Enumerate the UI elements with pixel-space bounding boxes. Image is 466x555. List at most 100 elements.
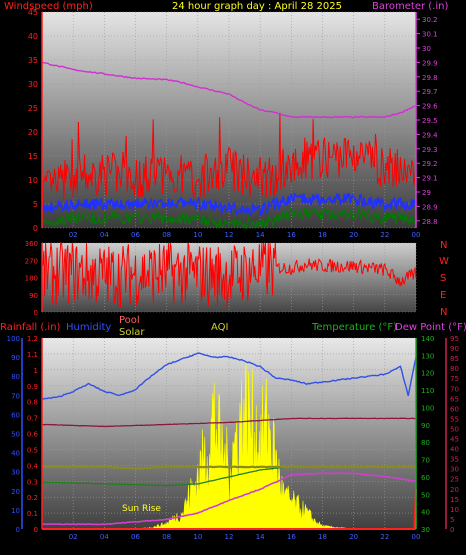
- baro-ytick-label: 29.3: [422, 146, 438, 154]
- dir-label-n1: N: [440, 240, 447, 251]
- wind-low-line: [41, 205, 417, 230]
- wind-avg-line: [41, 191, 417, 218]
- wind-xtick-label: 04: [100, 231, 109, 239]
- wind-xtick-label: 14: [256, 231, 265, 239]
- humidity-ytick-label: 100: [7, 335, 20, 343]
- wind-xtick-label: 18: [318, 231, 327, 239]
- dew-ytick-label: 65: [450, 395, 459, 403]
- dewpoint-line: [41, 417, 417, 428]
- direction-axes: 0 90 180 270 360: [25, 240, 43, 317]
- wind-xtick-label: 22: [380, 231, 389, 239]
- humidity-ytick-label: 60: [11, 411, 20, 419]
- dew-ytick-label: 90: [450, 345, 459, 353]
- wind-ytick-label: 30: [28, 80, 38, 89]
- dew-ytick-label: 5: [450, 516, 454, 524]
- windspeed-header: Windspeed (mph): [4, 1, 93, 12]
- dew-ytick-label: 50: [450, 425, 459, 433]
- baro-ytick-label: 30.2: [422, 16, 438, 24]
- sunrise-annotation: Sun Rise: [122, 504, 161, 514]
- rain-ytick-label: 1: [34, 367, 38, 375]
- dir-label-e: E: [440, 290, 446, 301]
- wind-ytick-label: 45: [28, 8, 38, 17]
- lower-xtick-label: 08: [162, 533, 171, 541]
- wind-xtick-label: 12: [225, 231, 234, 239]
- direction-grid: [42, 242, 417, 313]
- dir-ytick-label: 180: [25, 275, 38, 283]
- humidity-ytick-label: 10: [11, 507, 20, 515]
- dew-ytick-label: 55: [450, 415, 459, 423]
- rainfall-header: Rainfall (.in): [0, 322, 61, 333]
- humidity-ytick-label: 50: [11, 431, 20, 439]
- dew-ytick-label: 60: [450, 405, 459, 413]
- temp-ytick-label: 70: [421, 457, 430, 465]
- wind-ytick-label: 20: [28, 128, 38, 137]
- rain-ytick-label: 0.5: [27, 446, 38, 454]
- lower-xtick-label: 10: [193, 533, 202, 541]
- wind-ytick-label: 0: [33, 224, 38, 233]
- temp-ytick-label: 100: [421, 404, 434, 412]
- lower-series: [41, 352, 417, 530]
- dir-label-n2: N: [440, 307, 447, 318]
- baro-ytick-label: 29.6: [422, 103, 438, 111]
- lower-xtick-label: 16: [287, 533, 296, 541]
- lower-xtick-label: 06: [131, 533, 140, 541]
- direction-series: [41, 242, 417, 308]
- baro-ytick-label: 28.9: [422, 203, 438, 211]
- baro-ytick-label: 29.1: [422, 175, 438, 183]
- rain-ytick-label: 0.6: [27, 431, 39, 439]
- temp-ytick-label: 50: [421, 491, 430, 499]
- wind-xtick-label: 00: [412, 231, 421, 239]
- dew-ytick-label: 30: [450, 466, 459, 474]
- humidity-line: [41, 352, 417, 400]
- dir-ytick-label: 0: [34, 309, 38, 317]
- wind-xtick-label: 20: [349, 231, 358, 239]
- temp-ytick-label: 110: [421, 387, 434, 395]
- wind-grid: [42, 11, 417, 229]
- wind-xtick-label: 08: [162, 231, 171, 239]
- aqi-header: AQI: [211, 322, 229, 333]
- temp-ytick-label: 120: [421, 370, 434, 378]
- dew-ytick-label: 70: [450, 385, 459, 393]
- baro-ytick-label: 30: [422, 45, 431, 53]
- humidity-ytick-label: 30: [11, 469, 20, 477]
- humidity-ytick-label: 90: [11, 354, 20, 362]
- wind-xtick-label: 06: [131, 231, 140, 239]
- lower-xtick-label: 00: [412, 533, 421, 541]
- temperature-header: Temperature (°F): [311, 322, 397, 333]
- wind-ytick-label: 15: [28, 152, 38, 161]
- lower-axes: 0 0.1 0.2 0.3 0.4 0.5 0.6 0.7 0.8 0.9 1 1.1 1.2 0 10 20…: [7, 335, 459, 541]
- solar-header: Solar: [119, 327, 145, 338]
- wind-series: [41, 62, 417, 230]
- wind-gust-line: [41, 112, 417, 214]
- rain-ytick-label: 0.1: [27, 510, 38, 518]
- rain-ytick-label: 0.2: [27, 494, 38, 502]
- rain-ytick-label: 0.7: [27, 415, 38, 423]
- aqi-line: [41, 472, 417, 526]
- lower-xtick-label: 12: [225, 533, 234, 541]
- baro-ytick-label: 29.9: [422, 59, 438, 67]
- pool-line: [41, 465, 416, 470]
- baro-ytick-label: 28.8: [422, 218, 438, 226]
- lower-xtick-label: 22: [380, 533, 389, 541]
- dew-ytick-label: 25: [450, 476, 459, 484]
- dew-ytick-label: 85: [450, 355, 459, 363]
- pool-header: Pool: [119, 315, 140, 326]
- humidity-ytick-label: 0: [16, 526, 20, 534]
- dew-ytick-label: 0: [450, 526, 454, 534]
- dir-ytick-label: 270: [25, 257, 38, 265]
- rain-ytick-label: 0.8: [27, 399, 38, 407]
- humidity-ytick-label: 70: [11, 392, 20, 400]
- dew-ytick-label: 75: [450, 375, 459, 383]
- baro-ytick-label: 30.1: [422, 31, 438, 39]
- lower-xtick-label: 04: [100, 533, 109, 541]
- lower-xtick-label: 02: [69, 533, 78, 541]
- wind-ytick-label: 10: [28, 176, 38, 185]
- wind-ytick-label: 25: [28, 104, 38, 113]
- wind-axes: 0 5 10 15 20 25 30 35 40 45 28.8 28.9 29 29.1 29.2 29.3…: [28, 8, 438, 239]
- lower-xtick-label: 18: [318, 533, 327, 541]
- rain-ytick-label: 0.4: [27, 462, 39, 470]
- dir-ytick-label: 360: [25, 240, 38, 248]
- lower-xtick-label: 14: [256, 533, 265, 541]
- humidity-ytick-label: 20: [11, 488, 20, 496]
- wind-xtick-label: 02: [69, 231, 78, 239]
